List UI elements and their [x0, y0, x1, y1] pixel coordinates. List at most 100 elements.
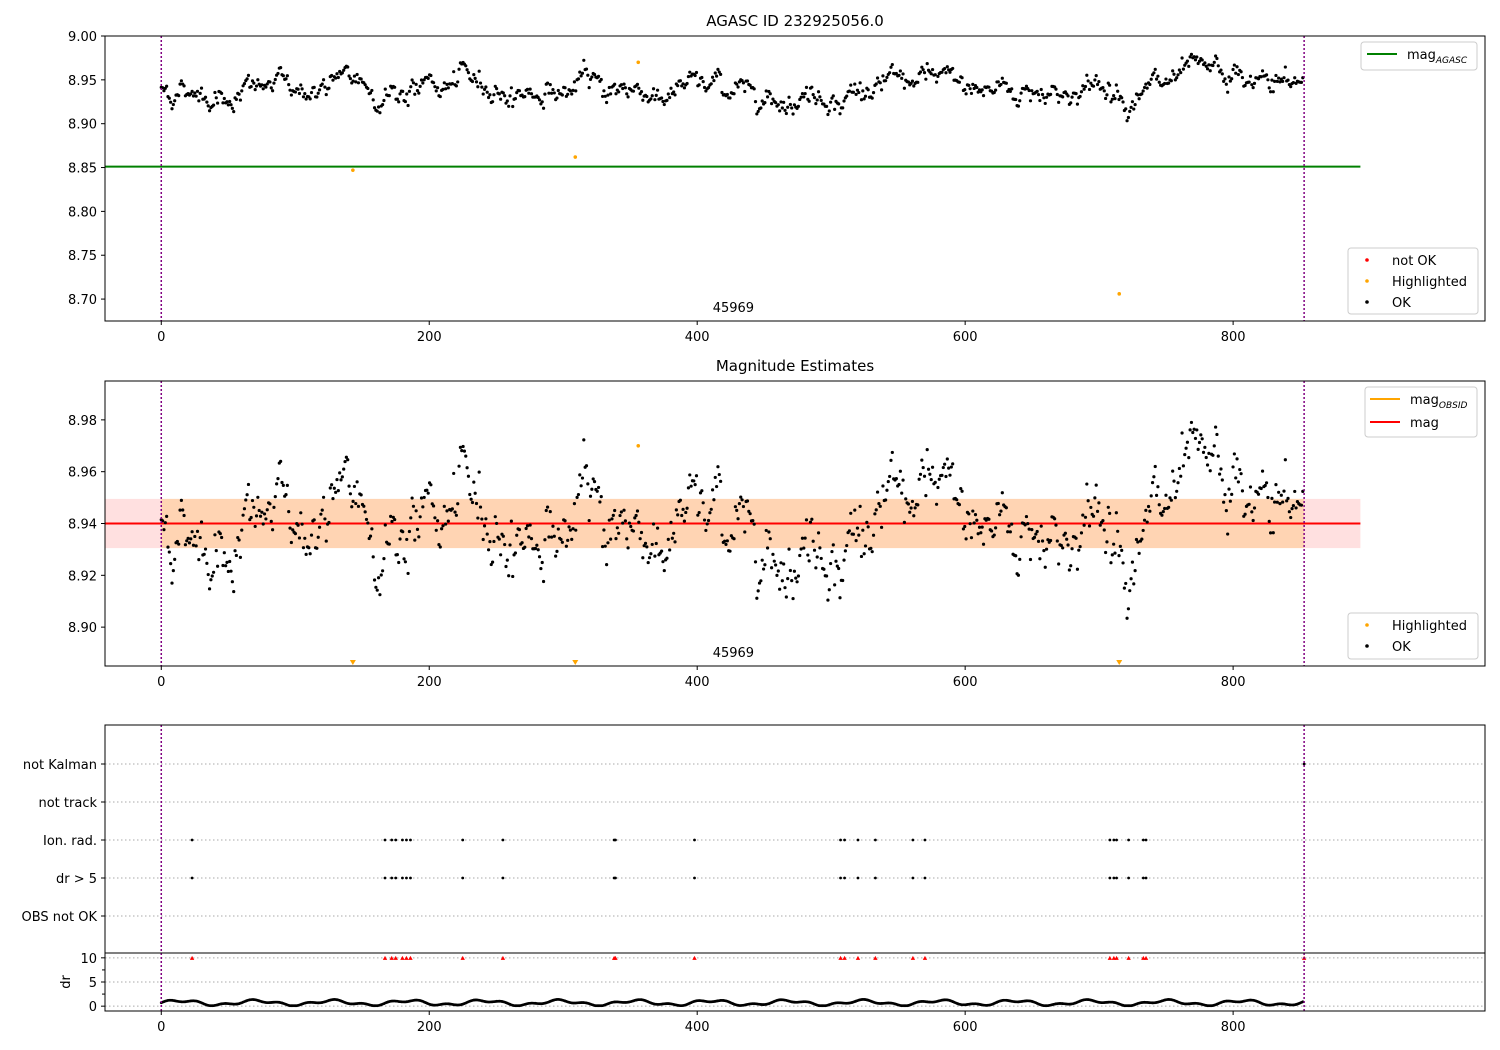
- dr-capped-marker: [1107, 955, 1113, 960]
- ok-point: [992, 90, 996, 95]
- ok-point: [568, 89, 572, 93]
- ok-point: [1153, 464, 1157, 469]
- ok-point: [253, 88, 257, 92]
- ok-point: [1199, 433, 1203, 437]
- ok-point: [552, 91, 556, 95]
- flag-point: [383, 876, 387, 880]
- ok-point: [457, 464, 461, 468]
- ok-point: [473, 491, 477, 495]
- ok-point: [592, 480, 597, 484]
- ok-point: [441, 524, 445, 528]
- estimates-y-tick-label: 8.98: [68, 414, 97, 429]
- ok-point: [457, 67, 461, 71]
- flag-point: [401, 876, 404, 880]
- ok-point: [816, 531, 821, 535]
- ok-point: [576, 492, 581, 497]
- ok-point: [464, 454, 468, 458]
- ok-point: [877, 502, 881, 506]
- ok-point: [571, 88, 575, 93]
- ok-point: [890, 62, 894, 67]
- ok-point: [367, 536, 371, 541]
- ok-point: [609, 537, 613, 541]
- ok-point: [1270, 78, 1274, 82]
- ok-point: [784, 111, 788, 116]
- ok-point: [681, 507, 685, 511]
- ok-point: [170, 581, 174, 585]
- ok-point: [969, 91, 974, 96]
- ok-point: [265, 82, 269, 86]
- ok-point: [334, 490, 338, 494]
- ok-point: [375, 109, 379, 113]
- ok-point: [741, 504, 746, 509]
- ok-point: [528, 87, 532, 91]
- ok-point: [495, 86, 499, 91]
- ok-point: [348, 76, 353, 81]
- ok-point: [285, 483, 289, 487]
- flags-panel: not Kalman not track Ion. rad. dr > 5 OBS no…: [22, 724, 1486, 954]
- flag-point: [911, 876, 915, 880]
- ok-point: [631, 529, 636, 533]
- ok-point: [348, 492, 353, 496]
- ok-point: [206, 104, 210, 108]
- ok-point: [1038, 557, 1042, 561]
- ok-point: [922, 71, 927, 75]
- ok-point: [584, 67, 589, 71]
- ok-point: [464, 64, 468, 68]
- ok-point: [924, 77, 928, 81]
- ok-point: [980, 88, 984, 92]
- flag-point: [461, 838, 465, 842]
- ok-point: [1192, 55, 1196, 59]
- ok-point: [851, 532, 856, 536]
- ok-point: [332, 486, 336, 490]
- ok-point: [431, 504, 436, 508]
- ok-point: [614, 92, 618, 96]
- ok-point: [967, 512, 971, 516]
- ok-point: [444, 87, 448, 91]
- ok-point: [177, 542, 181, 546]
- ok-point: [171, 102, 175, 107]
- ok-point: [1243, 83, 1247, 88]
- ok-point: [505, 558, 509, 562]
- ok-point: [293, 90, 298, 94]
- ok-point: [655, 526, 660, 530]
- ok-point: [301, 546, 306, 550]
- ok-point: [920, 458, 924, 462]
- ok-point: [1268, 531, 1273, 535]
- ok-point: [525, 87, 530, 91]
- ok-point: [606, 541, 610, 545]
- flag-point: [501, 838, 505, 842]
- ok-point: [971, 82, 975, 86]
- ok-point: [1163, 506, 1167, 511]
- ok-point: [964, 537, 968, 541]
- ok-point: [1141, 89, 1145, 93]
- ok-point: [916, 80, 920, 84]
- ok-point: [719, 72, 723, 76]
- ok-point: [1137, 551, 1141, 555]
- ok-point: [317, 88, 322, 92]
- ok-point: [1285, 499, 1289, 503]
- highlighted-point: [573, 155, 578, 159]
- ok-point: [1187, 456, 1191, 460]
- ok-point: [607, 85, 611, 90]
- ok-point: [1286, 496, 1290, 500]
- ok-point: [458, 445, 462, 449]
- ok-point: [238, 555, 243, 559]
- ok-point: [1267, 519, 1271, 524]
- ok-point: [1144, 508, 1148, 512]
- ok-point: [662, 568, 666, 573]
- ok-point: [1185, 59, 1190, 63]
- ok-point: [602, 528, 606, 532]
- ok-point: [508, 94, 512, 98]
- ok-point: [672, 531, 676, 535]
- ok-point: [426, 491, 430, 495]
- ok-point: [199, 86, 204, 90]
- ok-point: [1024, 84, 1029, 88]
- ok-point: [462, 449, 467, 453]
- ok-point: [178, 82, 182, 86]
- ok-point: [894, 71, 898, 76]
- ok-point: [945, 65, 949, 69]
- ok-point: [1019, 535, 1023, 539]
- ok-point: [623, 86, 627, 90]
- ok-point: [728, 96, 732, 100]
- ok-point: [1207, 63, 1211, 67]
